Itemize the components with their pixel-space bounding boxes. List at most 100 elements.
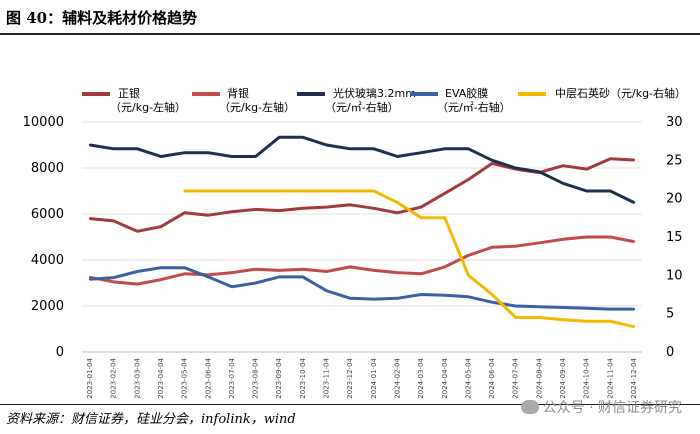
x-tick-label: 2023-11-04 bbox=[323, 357, 331, 398]
data-point bbox=[301, 207, 305, 210]
x-tick-label: 2023-03-04 bbox=[133, 357, 141, 398]
series-line-0 bbox=[89, 157, 635, 233]
data-point bbox=[349, 189, 352, 193]
data-point bbox=[112, 219, 115, 223]
legend-unit: （元/㎡-右轴） bbox=[437, 100, 511, 114]
right-tick-label: 30 bbox=[666, 115, 683, 130]
data-point bbox=[632, 325, 636, 328]
x-tick-label: 2023-07-04 bbox=[228, 357, 236, 398]
data-point bbox=[609, 157, 612, 160]
left-tick-label: 6000 bbox=[31, 207, 64, 222]
data-point bbox=[207, 214, 210, 217]
data-point bbox=[467, 295, 470, 298]
data-point bbox=[561, 182, 565, 185]
left-tick-label: 2000 bbox=[31, 299, 64, 314]
data-point bbox=[372, 297, 375, 301]
legend-label: 背银 bbox=[227, 86, 249, 100]
x-tick-label: 2023-09-04 bbox=[275, 357, 283, 398]
series-line-2 bbox=[89, 135, 635, 204]
data-point bbox=[467, 254, 470, 257]
data-point bbox=[514, 166, 517, 170]
source-note: 资料来源：财信证券，硅业分会，infolink，wind bbox=[6, 412, 296, 427]
data-point bbox=[538, 316, 541, 319]
data-point bbox=[585, 320, 588, 323]
x-tick-label: 2024-10-04 bbox=[583, 357, 591, 398]
legend-label: 正银 bbox=[118, 86, 140, 100]
data-point bbox=[159, 155, 163, 158]
data-point bbox=[443, 147, 446, 150]
x-tick-label: 2023-02-04 bbox=[110, 357, 118, 398]
footer-rule bbox=[0, 404, 700, 405]
x-tick-label: 2023-08-04 bbox=[252, 357, 260, 398]
data-point bbox=[325, 189, 328, 193]
data-point bbox=[112, 280, 115, 284]
data-point bbox=[419, 205, 423, 209]
figure-title: 图 40：辅料及耗材价格趋势 bbox=[6, 9, 198, 27]
series-line-3 bbox=[89, 266, 634, 311]
data-point bbox=[325, 270, 328, 273]
legend-label: 中层石英砂（元/kg-右轴） bbox=[555, 86, 686, 100]
data-point bbox=[585, 189, 588, 193]
x-tick-label: 2024-02-04 bbox=[393, 357, 401, 398]
data-point bbox=[230, 285, 234, 288]
data-point bbox=[372, 147, 375, 150]
data-point bbox=[538, 241, 541, 244]
x-tick-label: 2023-04-04 bbox=[157, 357, 165, 398]
legend-label: 光伏玻璃3.2mm bbox=[333, 86, 416, 100]
x-tick-label: 2024-05-04 bbox=[464, 357, 472, 398]
data-point bbox=[443, 216, 446, 219]
legend-label: EVA胶膜 bbox=[445, 86, 488, 100]
data-point bbox=[443, 192, 446, 195]
data-point bbox=[301, 189, 305, 193]
data-point bbox=[183, 272, 186, 275]
data-point bbox=[561, 164, 565, 167]
data-point bbox=[372, 269, 375, 272]
data-point bbox=[325, 143, 328, 147]
data-point bbox=[230, 155, 234, 158]
watermark: 公众号 · 财信证券研究 bbox=[520, 397, 682, 417]
data-point bbox=[349, 203, 352, 206]
data-point bbox=[136, 282, 139, 286]
x-tick-label: 2024-01-04 bbox=[370, 357, 378, 398]
data-point bbox=[301, 136, 305, 139]
data-point bbox=[561, 238, 565, 241]
data-point bbox=[183, 211, 186, 214]
data-point bbox=[278, 269, 281, 272]
series-lines bbox=[88, 135, 636, 329]
data-point bbox=[514, 316, 517, 319]
data-point bbox=[136, 230, 139, 233]
x-tick-label: 2023-01-04 bbox=[86, 357, 94, 398]
x-tick-label: 2023-12-04 bbox=[346, 357, 354, 398]
data-point bbox=[112, 276, 115, 279]
data-point bbox=[609, 307, 612, 311]
data-point bbox=[632, 240, 636, 243]
data-point bbox=[136, 147, 139, 150]
data-point bbox=[88, 143, 92, 147]
right-tick-label: 10 bbox=[666, 268, 683, 283]
watermark-text: 公众号 · 财信证券研究 bbox=[542, 400, 682, 416]
data-point bbox=[325, 205, 328, 209]
data-point bbox=[207, 275, 210, 279]
data-point bbox=[278, 136, 281, 139]
data-point bbox=[419, 272, 423, 275]
data-point bbox=[609, 189, 612, 193]
x-tick-label: 2023-05-04 bbox=[181, 357, 189, 398]
data-point bbox=[396, 155, 399, 158]
x-tick-label: 2024-07-04 bbox=[512, 357, 520, 398]
gridlines bbox=[82, 121, 642, 307]
data-point bbox=[254, 268, 257, 271]
x-tick-label: 2024-08-04 bbox=[535, 357, 543, 398]
series-line-4 bbox=[184, 189, 635, 329]
data-point bbox=[419, 216, 423, 219]
data-point bbox=[278, 189, 281, 193]
left-tick-label: 10000 bbox=[23, 115, 64, 130]
data-point bbox=[443, 294, 446, 297]
right-tick-label: 0 bbox=[666, 345, 674, 360]
data-point bbox=[88, 278, 92, 281]
data-point bbox=[443, 265, 446, 269]
x-tick-label: 2024-03-04 bbox=[417, 357, 425, 398]
data-point bbox=[349, 265, 352, 269]
data-point bbox=[609, 235, 612, 239]
x-tick-label: 2024-06-04 bbox=[488, 357, 496, 398]
